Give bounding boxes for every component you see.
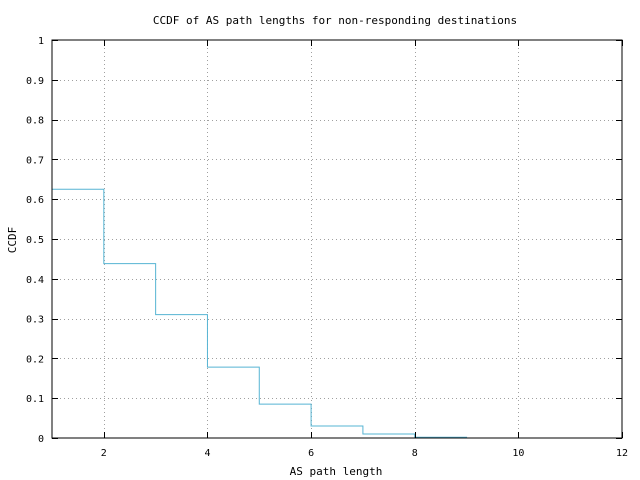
series-layer (52, 188, 468, 438)
x-tick-label: 2 (101, 448, 107, 459)
y-tick-label: 0.2 (26, 354, 44, 365)
y-tick-label: 0.1 (26, 394, 44, 405)
y-tick-label: 0.8 (26, 116, 44, 127)
y-tick-label: 1 (38, 36, 44, 47)
chart-title: CCDF of AS path lengths for non-respondi… (153, 14, 517, 27)
axis-ticks (52, 40, 623, 439)
x-tick-label: 10 (512, 448, 524, 459)
y-tick-label: 0 (38, 434, 44, 445)
ccdf-series-line (52, 188, 468, 438)
grid (52, 40, 622, 438)
y-tick-label: 0.9 (26, 76, 44, 87)
y-tick-labels: 0 0.1 0.2 0.3 0.4 0.5 0.6 0.7 0.8 0.9 1 (26, 36, 44, 445)
x-axis-label: AS path length (290, 465, 383, 478)
y-tick-label: 0.3 (26, 315, 44, 326)
x-tick-label: 4 (204, 448, 210, 459)
y-axis-label: CCDF (6, 227, 19, 254)
x-tick-label: 6 (308, 448, 314, 459)
y-tick-label: 0.6 (26, 195, 44, 206)
y-tick-label: 0.7 (26, 155, 44, 166)
x-tick-label: 12 (616, 448, 628, 459)
x-tick-labels: 2 4 6 8 10 12 (101, 448, 628, 459)
y-tick-label: 0.4 (26, 275, 44, 286)
y-tick-label: 0.5 (26, 235, 44, 246)
x-tick-label: 8 (412, 448, 418, 459)
